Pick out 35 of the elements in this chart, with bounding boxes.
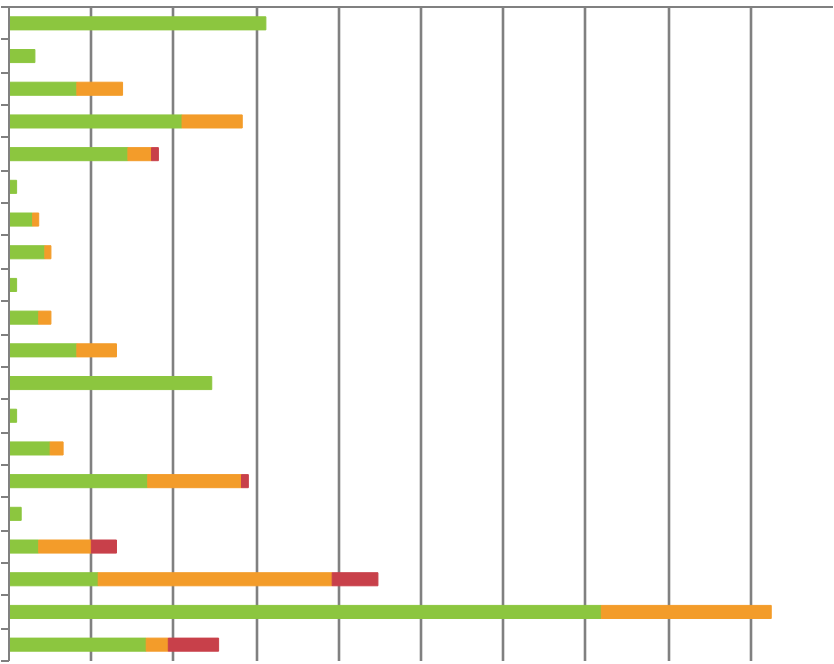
- bar: [127, 147, 153, 162]
- bar: [97, 572, 333, 587]
- bar: [44, 245, 52, 260]
- bar: [9, 16, 267, 31]
- bar: [145, 637, 169, 652]
- bar: [9, 310, 40, 325]
- bar: [38, 310, 52, 325]
- bar: [600, 604, 772, 619]
- bar: [9, 49, 36, 64]
- bar: [90, 539, 117, 554]
- bar: [76, 81, 124, 96]
- bar: [9, 474, 149, 489]
- bar: [9, 81, 78, 96]
- bar: [240, 474, 249, 489]
- bar: [331, 572, 379, 587]
- bar: [32, 212, 40, 227]
- bar: [9, 376, 213, 391]
- bar: [9, 441, 51, 456]
- bar: [9, 212, 34, 227]
- bar: [9, 245, 46, 260]
- bar: [38, 539, 92, 554]
- bar: [151, 147, 159, 162]
- bar: [9, 506, 22, 521]
- bar: [181, 114, 243, 129]
- bar: [76, 343, 117, 358]
- bar: [9, 539, 40, 554]
- bar: [49, 441, 64, 456]
- bar: [9, 343, 78, 358]
- bar: [9, 114, 183, 129]
- bar: [147, 474, 242, 489]
- bar: [9, 637, 147, 652]
- bar: [9, 572, 99, 587]
- bar: [9, 147, 129, 162]
- bar: [9, 604, 602, 619]
- bar: [167, 637, 220, 652]
